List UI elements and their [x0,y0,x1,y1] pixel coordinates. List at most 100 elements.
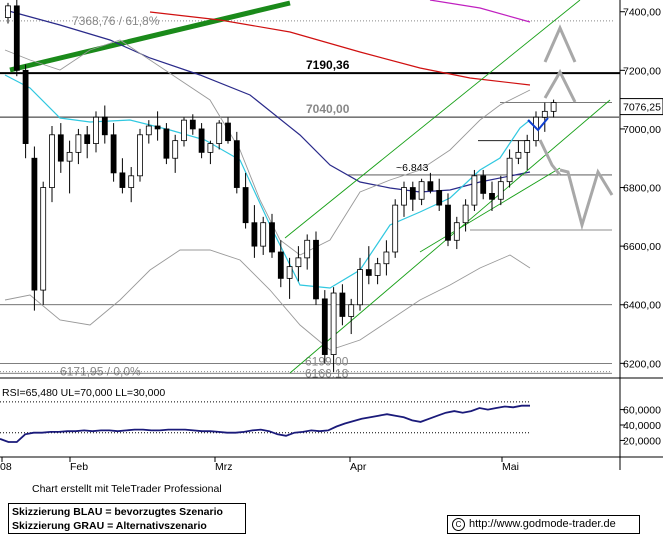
candle-body [471,175,478,206]
candle-body [330,292,337,355]
scenario-gray-mid [543,68,577,103]
indicator-lines [4,0,611,374]
candle-body [321,298,328,355]
candle-body [207,143,214,153]
y-tick-label: 7400,00 [623,7,661,19]
candle-body [269,222,275,253]
level-label-fib0: 6171,95 / 0,0% [60,365,141,379]
candle-body [357,269,363,306]
candle-body [506,157,513,183]
url-text[interactable]: http://www.godmode-trader.de [469,518,616,530]
candle-body [101,116,108,136]
candlesticks [5,0,557,373]
candle-body [286,266,293,279]
candle-body [225,122,231,142]
rsi-panel: RSI=65,480 UL=70,000 LL=30,000 60,0000 40,… [0,387,661,447]
candle-body [181,119,187,142]
candle-body [137,134,143,177]
candle-body [418,181,425,200]
candle-body [31,157,38,291]
candle-body [401,187,407,206]
candle-body [189,119,196,130]
candle-body [198,128,205,153]
candle-body [409,187,416,200]
candle-body [480,175,487,194]
candle-body [497,181,504,200]
y-tick-label: 7000,00 [623,124,661,136]
level-label-6843: ~6.843 [396,162,429,174]
candle-body [145,125,152,136]
level-label-fib618: 7368,76 / 61,8% [72,14,160,28]
candle-body [541,110,548,118]
candle-body [40,187,47,291]
candle-body [22,69,29,144]
scenario-gray-low [559,168,614,231]
candle-body [489,192,495,200]
current-price-label: 7076,25 [623,102,661,114]
level-label-7190: 7190,36 [306,58,350,72]
scenario-legend-box: Skizzierung BLAU = bevorzugtes Szenario … [8,503,246,534]
candle-body [49,134,55,188]
long-ma-green [9,0,291,73]
main-plot-frame [0,0,663,470]
candle-body [445,204,451,241]
band-lower [4,249,531,351]
rsi-tick-label: 20,0000 [623,435,661,447]
candle-body [57,134,64,162]
y-tick-label: 6600,00 [623,241,661,253]
level-label-6199: 6199,00 [305,355,349,369]
copyright-icon: C [452,517,465,531]
x-tick-label: Apr [350,461,367,473]
candle-body [550,102,557,112]
candle-body [66,151,73,162]
ma-cyan [4,74,531,289]
candle-body [13,5,20,71]
candle-body [453,222,460,241]
y-tick-label: 7200,00 [623,65,661,77]
candle-body [462,204,469,224]
candle-body [5,5,11,18]
candle-body [119,172,126,188]
scenario-sketches [527,24,614,231]
candle-body [374,263,381,276]
candle-body [216,122,223,144]
legend-note-blue: Skizzierung BLAU = bevorzugtes Szenario [12,506,223,518]
candle-body [84,134,91,144]
candle-body [233,140,240,188]
candle-body [75,134,82,153]
x-tick-label: Feb [70,461,88,473]
candle-body [339,292,346,317]
ma-magenta [429,0,531,23]
candle-body [260,222,267,247]
y-tick-label: 6400,00 [623,300,661,312]
rsi-tick-label: 40,0000 [623,420,661,432]
candle-body [93,116,99,144]
scenario-blue-arrow [527,117,549,132]
level-label-7040: 7040,00 [306,102,350,116]
level-label-6166: 6166,18 [305,366,349,380]
scenario-gray-drop [538,139,562,176]
x-axis: 08 Feb Mrz Apr Mai [0,456,663,473]
scenario-gray-top [543,24,577,63]
ma-red [149,11,531,86]
rsi-header: RSI=65,480 UL=70,000 LL=30,000 [2,387,165,399]
candle-body [154,125,161,130]
candle-body [172,140,179,159]
credit-text: Chart erstellt mit TeleTrader Profession… [32,483,222,495]
x-tick-label: Mai [502,461,519,473]
rsi-line [0,404,530,443]
candle-body [524,140,531,153]
candle-body [277,251,284,279]
band-upper [4,39,531,256]
candle-body [383,251,390,265]
candle-body [427,181,434,191]
current-price-box [619,98,663,116]
candle-body [295,257,302,268]
candle-body [251,222,258,247]
candle-body [128,175,135,188]
channel-mid [419,167,561,253]
y-tick-label: 6200,00 [623,358,661,370]
ma-navy [4,9,531,193]
